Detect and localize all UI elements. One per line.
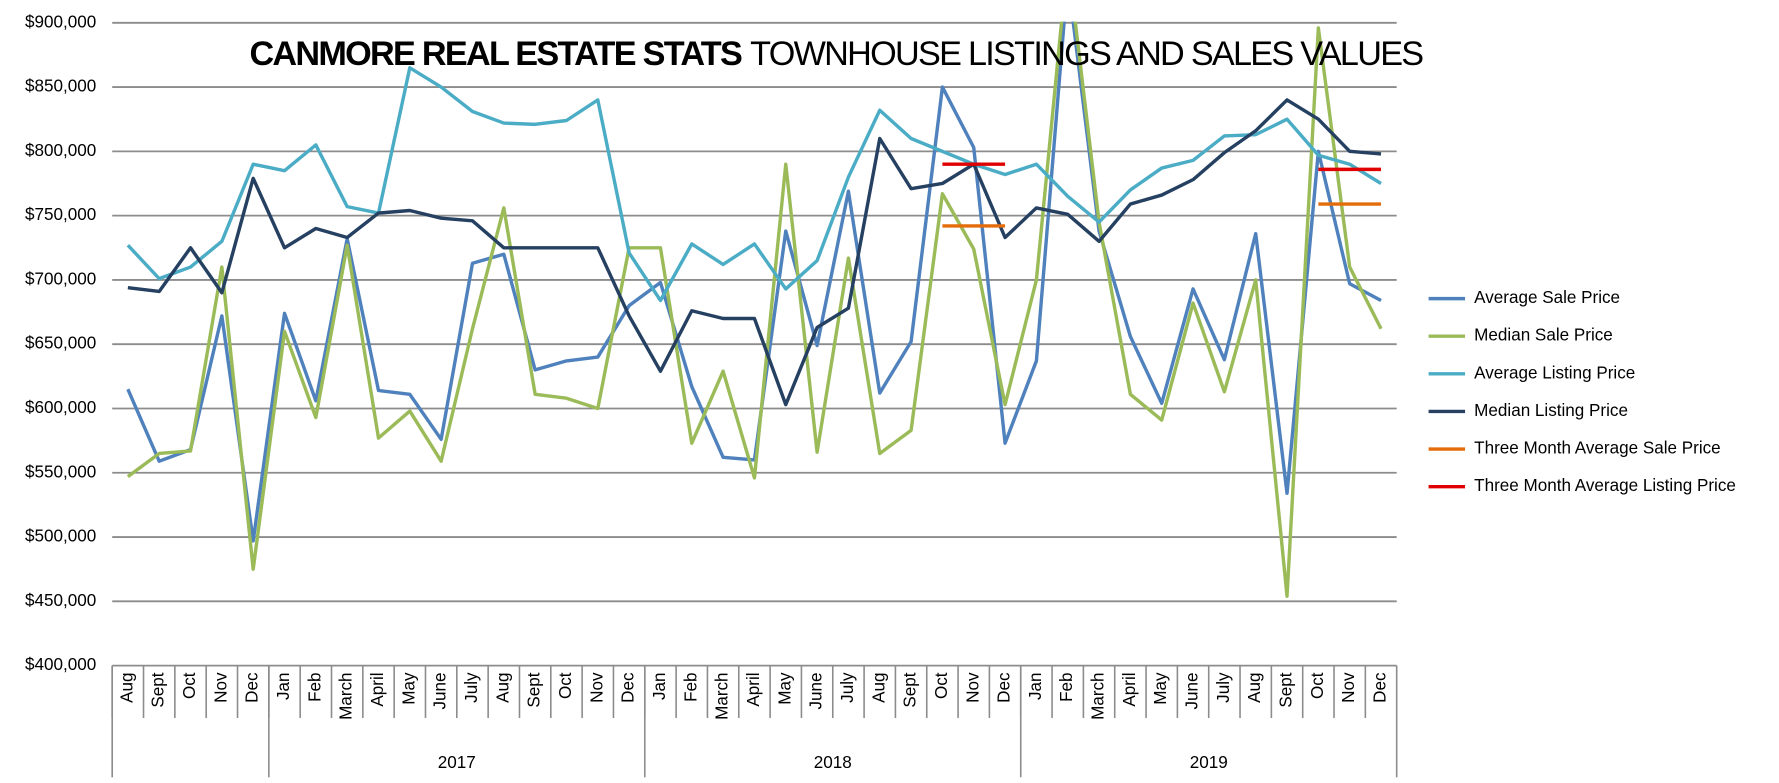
series-line: [127, 98, 1382, 407]
y-tick-label: $500,000: [25, 527, 96, 546]
x-tick-label: Aug: [117, 672, 136, 702]
x-group-label: 2018: [814, 753, 852, 772]
x-tick-label: Oct: [932, 672, 951, 699]
x-tick-label: April: [368, 672, 387, 706]
x-tick-label: June: [807, 672, 826, 709]
series-line: [942, 162, 1382, 172]
title: CANMORE REAL ESTATE STATS: [249, 35, 742, 73]
y-tick-label: $850,000: [25, 77, 96, 96]
x-axis: Aug Sept Oct Nov Dec Jan Feb March April May June J…: [111, 665, 1398, 778]
series-line: [942, 202, 1382, 228]
chart-title: CANMORE REAL ESTATE STATS TOWNHOUSE LISTI…: [249, 35, 1423, 73]
x-tick-label: April: [1120, 672, 1139, 706]
x-group-label: 2019: [1190, 753, 1228, 772]
y-tick-label: $450,000: [25, 591, 96, 610]
legend-label: Average Listing Price: [1474, 363, 1635, 382]
plot-area: [126, 21, 1383, 598]
y-tick-label: $600,000: [25, 398, 96, 417]
y-tick-label: $550,000: [25, 462, 96, 481]
x-tick-label: Oct: [1308, 672, 1327, 699]
legend-label: Three Month Average Sale Price: [1474, 439, 1721, 458]
series-line: [126, 21, 1383, 598]
legend-label: Average Sale Price: [1474, 288, 1620, 307]
x-tick-label: Nov: [587, 672, 606, 703]
x-tick-label: Aug: [869, 672, 888, 702]
x-tick-label: May: [775, 672, 794, 705]
y-tick-label: $650,000: [25, 334, 96, 353]
x-tick-label: Dec: [995, 672, 1014, 703]
legend: Average Sale Price Median Sale Price Avera…: [1428, 288, 1736, 495]
series-line: [126, 21, 1382, 543]
x-tick-label: Oct: [556, 672, 575, 699]
x-tick-label: April: [744, 672, 763, 706]
x-tick-label: July: [838, 672, 857, 703]
series-line: [126, 66, 1382, 303]
y-tick-label: $900,000: [25, 12, 96, 31]
x-tick-label: June: [1183, 672, 1202, 709]
x-tick-label: May: [1151, 672, 1170, 705]
x-tick-label: Jan: [1026, 672, 1045, 700]
x-tick-label: March: [713, 672, 732, 719]
x-tick-label: May: [399, 672, 418, 705]
x-tick-label: Dec: [619, 672, 638, 703]
x-tick-label: July: [1214, 672, 1233, 703]
y-tick-label: $800,000: [25, 141, 96, 160]
legend-label: Three Month Average Listing Price: [1474, 476, 1736, 495]
y-tick-label: $400,000: [25, 655, 96, 674]
x-tick-label: March: [337, 672, 356, 719]
x-tick-label: Sept: [1277, 672, 1296, 707]
x-tick-label: Aug: [493, 672, 512, 702]
x-tick-label: Jan: [650, 672, 669, 700]
x-tick-label: Jan: [274, 672, 293, 700]
x-tick-label: Feb: [305, 672, 324, 701]
x-tick-label: Nov: [963, 672, 982, 703]
x-tick-label: Dec: [1371, 672, 1390, 703]
x-tick-label: June: [431, 672, 450, 709]
x-tick-label: Oct: [180, 672, 199, 699]
x-group-label: 2017: [438, 753, 476, 772]
legend-label: Median Sale Price: [1474, 326, 1613, 345]
x-tick-label: Nov: [1339, 672, 1358, 703]
y-tick-label: $700,000: [25, 269, 96, 288]
x-tick-label: July: [462, 672, 481, 703]
x-tick-label: Feb: [681, 672, 700, 701]
legend-label: Median Listing Price: [1474, 401, 1628, 420]
x-tick-label: Sept: [149, 672, 168, 707]
x-tick-label: Nov: [211, 672, 230, 703]
x-tick-label: Dec: [243, 672, 262, 703]
y-tick-label: $750,000: [25, 205, 96, 224]
x-tick-label: Feb: [1057, 672, 1076, 701]
x-tick-label: Sept: [525, 672, 544, 707]
x-tick-label: Aug: [1245, 672, 1264, 702]
x-tick-label: March: [1089, 672, 1108, 719]
x-tick-label: Sept: [901, 672, 920, 707]
subtitle: TOWNHOUSE LISTINGS AND SALES VALUES: [750, 35, 1423, 73]
